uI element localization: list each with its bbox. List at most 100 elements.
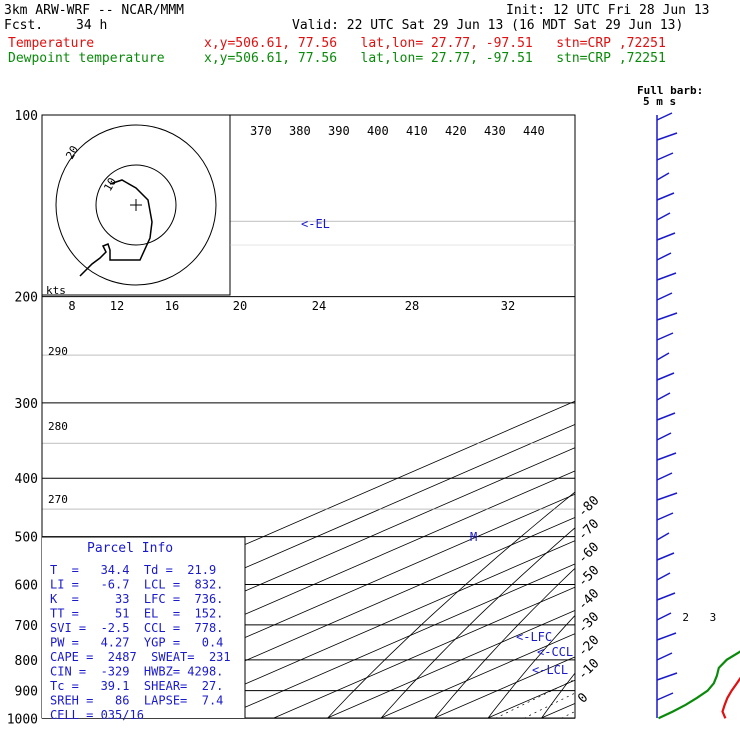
mixing-ratio-line xyxy=(630,584,740,718)
temperature-legend: Temperature xyxy=(8,36,95,51)
parcel-info-title: Parcel Info xyxy=(87,541,173,556)
isotherm-tick-label: -60 xyxy=(575,540,602,567)
parcel-info-line: K = 33 LFC = 736. xyxy=(50,592,223,606)
theta-e-label: 380 xyxy=(289,124,311,138)
pressure-tick-label: 1000 xyxy=(7,712,38,727)
dewpoint-profile xyxy=(658,650,740,720)
hodograph-speed-tick: 24 xyxy=(312,299,326,313)
hodograph-units: kts xyxy=(46,284,66,297)
wind-barb xyxy=(656,252,672,261)
isotherm xyxy=(220,563,575,718)
isotherm-tick-label: -20 xyxy=(575,633,602,660)
wind-barb xyxy=(656,352,670,361)
wind-barb xyxy=(656,132,678,141)
theta-e-label: 420 xyxy=(445,124,467,138)
hodograph-ring-label: 20 xyxy=(63,144,81,162)
hodograph-ring xyxy=(95,164,177,246)
wind-barb xyxy=(656,292,673,301)
hodograph-speed-tick: 32 xyxy=(501,299,515,313)
isotherm xyxy=(59,493,575,718)
m-marker: M xyxy=(470,530,477,544)
pressure-tick-label: 800 xyxy=(15,654,38,669)
pressure-tick-label: 900 xyxy=(15,685,38,700)
parcel-box-bg xyxy=(42,537,245,718)
theta-label: 290 xyxy=(48,345,68,358)
dewpoint-legend: Dewpoint temperature xyxy=(8,51,165,66)
hodograph-speed-tick: 12 xyxy=(110,299,124,313)
wind-barb xyxy=(656,372,675,381)
isotherm xyxy=(327,609,575,718)
hodograph-speed-tick: 20 xyxy=(233,299,247,313)
parcel-info-line: LI = -6.7 LCL = 832. xyxy=(50,578,223,592)
wind-barb xyxy=(656,672,678,681)
wind-barb xyxy=(656,392,671,401)
pressure-tick-label: 700 xyxy=(15,619,38,634)
wind-barb xyxy=(656,692,674,701)
valid-time: Valid: 22 UTC Sat 29 Jun 13 (16 MDT Sat … xyxy=(292,18,684,33)
isotherm-tick-label: -10 xyxy=(575,656,602,683)
wind-barb xyxy=(656,272,677,281)
wind-barb xyxy=(656,412,676,421)
parcel-info-line: PW = 4.27 YGP = 0.4 xyxy=(50,636,223,650)
hodograph-speed-tick: 16 xyxy=(165,299,179,313)
ccl-marker: <-CCL xyxy=(537,645,573,659)
forecast-label: Fcst. xyxy=(4,18,44,33)
parcel-info-line: TT = 51 EL = 152. xyxy=(50,607,223,621)
theta-e-label: 430 xyxy=(484,124,506,138)
isotherm-tick-label: -50 xyxy=(575,563,602,590)
wind-barb xyxy=(656,332,674,341)
isotherm-tick-label: 0 xyxy=(575,690,591,706)
wind-barb xyxy=(656,632,677,641)
parcel-info-line: T = 34.4 Td = 21.9 xyxy=(50,563,216,577)
theta-e-label: 400 xyxy=(367,124,389,138)
wind-barb xyxy=(656,152,674,161)
wind-barb xyxy=(656,212,671,221)
init-time: Init: 12 UTC Fri 28 Jun 13 xyxy=(506,3,710,18)
theta-e-label: 440 xyxy=(523,124,545,138)
wind-barb xyxy=(656,592,676,601)
isotherm xyxy=(113,516,575,718)
pressure-tick-label: 100 xyxy=(15,109,38,124)
isotherm-tick-label: -40 xyxy=(575,586,602,613)
wind-barb xyxy=(656,172,670,181)
dewpoint-location: x,y=506.61, 77.56 lat,lon= 27.77, -97.51… xyxy=(204,51,666,66)
wind-barb xyxy=(656,312,678,321)
parcel-box-border xyxy=(42,536,246,718)
parcel-info-line: CIN = -329 HWBZ= 4298. xyxy=(50,665,223,679)
parcel-info-line: SVI = -2.5 CCL = 778. xyxy=(50,621,223,635)
hodograph-speed-tick: 8 xyxy=(68,299,75,313)
moist-adiabat xyxy=(648,297,740,719)
mixing-ratio-line xyxy=(495,678,575,718)
mixing-ratio-label: 2 xyxy=(682,611,689,624)
isotherm xyxy=(273,586,575,718)
moist-adiabat xyxy=(622,297,740,719)
wind-barb xyxy=(656,572,671,581)
wind-barb xyxy=(656,472,673,481)
pressure-tick-label: 300 xyxy=(15,397,38,412)
dry-adiabat xyxy=(380,527,575,718)
wind-barb xyxy=(656,432,672,441)
barb-legend-value: 5 m s xyxy=(643,95,676,108)
model-title: 3km ARW-WRF -- NCAR/MMM xyxy=(4,3,185,18)
dry-adiabat xyxy=(434,567,575,718)
temperature-location: x,y=506.61, 77.56 lat,lon= 27.77, -97.51… xyxy=(204,36,666,51)
dry-adiabat xyxy=(702,115,740,718)
isotherm-tick-label: -30 xyxy=(575,609,602,636)
isotherm xyxy=(487,679,575,718)
hodograph-speed-tick: 28 xyxy=(405,299,419,313)
parcel-info-line: SREH = 86 LAPSE= 7.4 xyxy=(50,694,223,708)
hodograph-ring xyxy=(55,124,217,286)
theta-label: 270 xyxy=(48,493,68,506)
theta-e-label: 390 xyxy=(328,124,350,138)
wind-barb xyxy=(656,612,672,621)
parcel-info-line: Tc = 39.1 SHEAR= 27. xyxy=(50,679,223,693)
wind-barb xyxy=(656,232,676,241)
mixing-ratio-line xyxy=(674,584,740,718)
barb-legend-title: Full barb: xyxy=(637,84,703,97)
isotherm xyxy=(702,115,740,718)
theta-e-label: 410 xyxy=(406,124,428,138)
theta-e-label: 370 xyxy=(250,124,272,138)
header: 3km ARW-WRF -- NCAR/MMM Init: 12 UTC Fri… xyxy=(0,0,740,70)
parcel-info-line: CELL = 035/16 xyxy=(50,708,144,722)
